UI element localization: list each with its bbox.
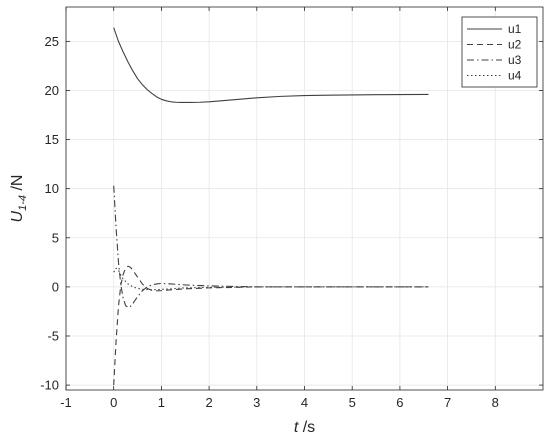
y-tick-label: 15 [45,132,59,147]
x-tick-label: 4 [301,395,308,410]
y-tick-label: -10 [40,378,59,393]
series-line-u3 [113,185,429,309]
x-tick-label: -1 [60,395,72,410]
y-tick-label: 0 [52,279,59,294]
legend-label-u2: u2 [508,38,522,52]
legend-label-u1: u1 [508,22,522,36]
series-line-u1 [113,27,429,104]
y-tick-label: 25 [45,34,59,49]
series-line-u2 [113,265,429,386]
x-tick-label: 6 [396,395,403,410]
grid-lines [65,7,543,390]
y-tick-label: 5 [52,230,59,245]
x-tick-label: 0 [110,395,117,410]
y-axis-label-unit: /N [9,175,26,195]
y-tick-label: -5 [47,328,59,343]
y-axis-label: U1-4 /N [9,175,29,223]
series-line-u4 [113,267,429,291]
x-tick-label: 1 [158,395,165,410]
x-axis-label: t /s [294,419,315,436]
legend-label-u4: u4 [508,69,522,83]
x-axis-label-symbol: t [294,419,299,436]
y-tick-label: 10 [45,181,59,196]
y-tick-label: 20 [45,83,59,98]
y-axis-label-subscript: 1-4 [17,195,29,211]
x-tick-label: 8 [492,395,499,410]
x-axis-label-unit: /s [298,419,315,436]
x-tick-label: 2 [205,395,212,410]
y-axis-label-symbol: U [9,210,26,222]
legend-label-u3: u3 [508,53,522,67]
x-tick-label: 3 [253,395,260,410]
x-tick-label: 7 [444,395,451,410]
series-lines [113,27,429,386]
x-tick-label: 5 [349,395,356,410]
legend-box [461,16,538,88]
